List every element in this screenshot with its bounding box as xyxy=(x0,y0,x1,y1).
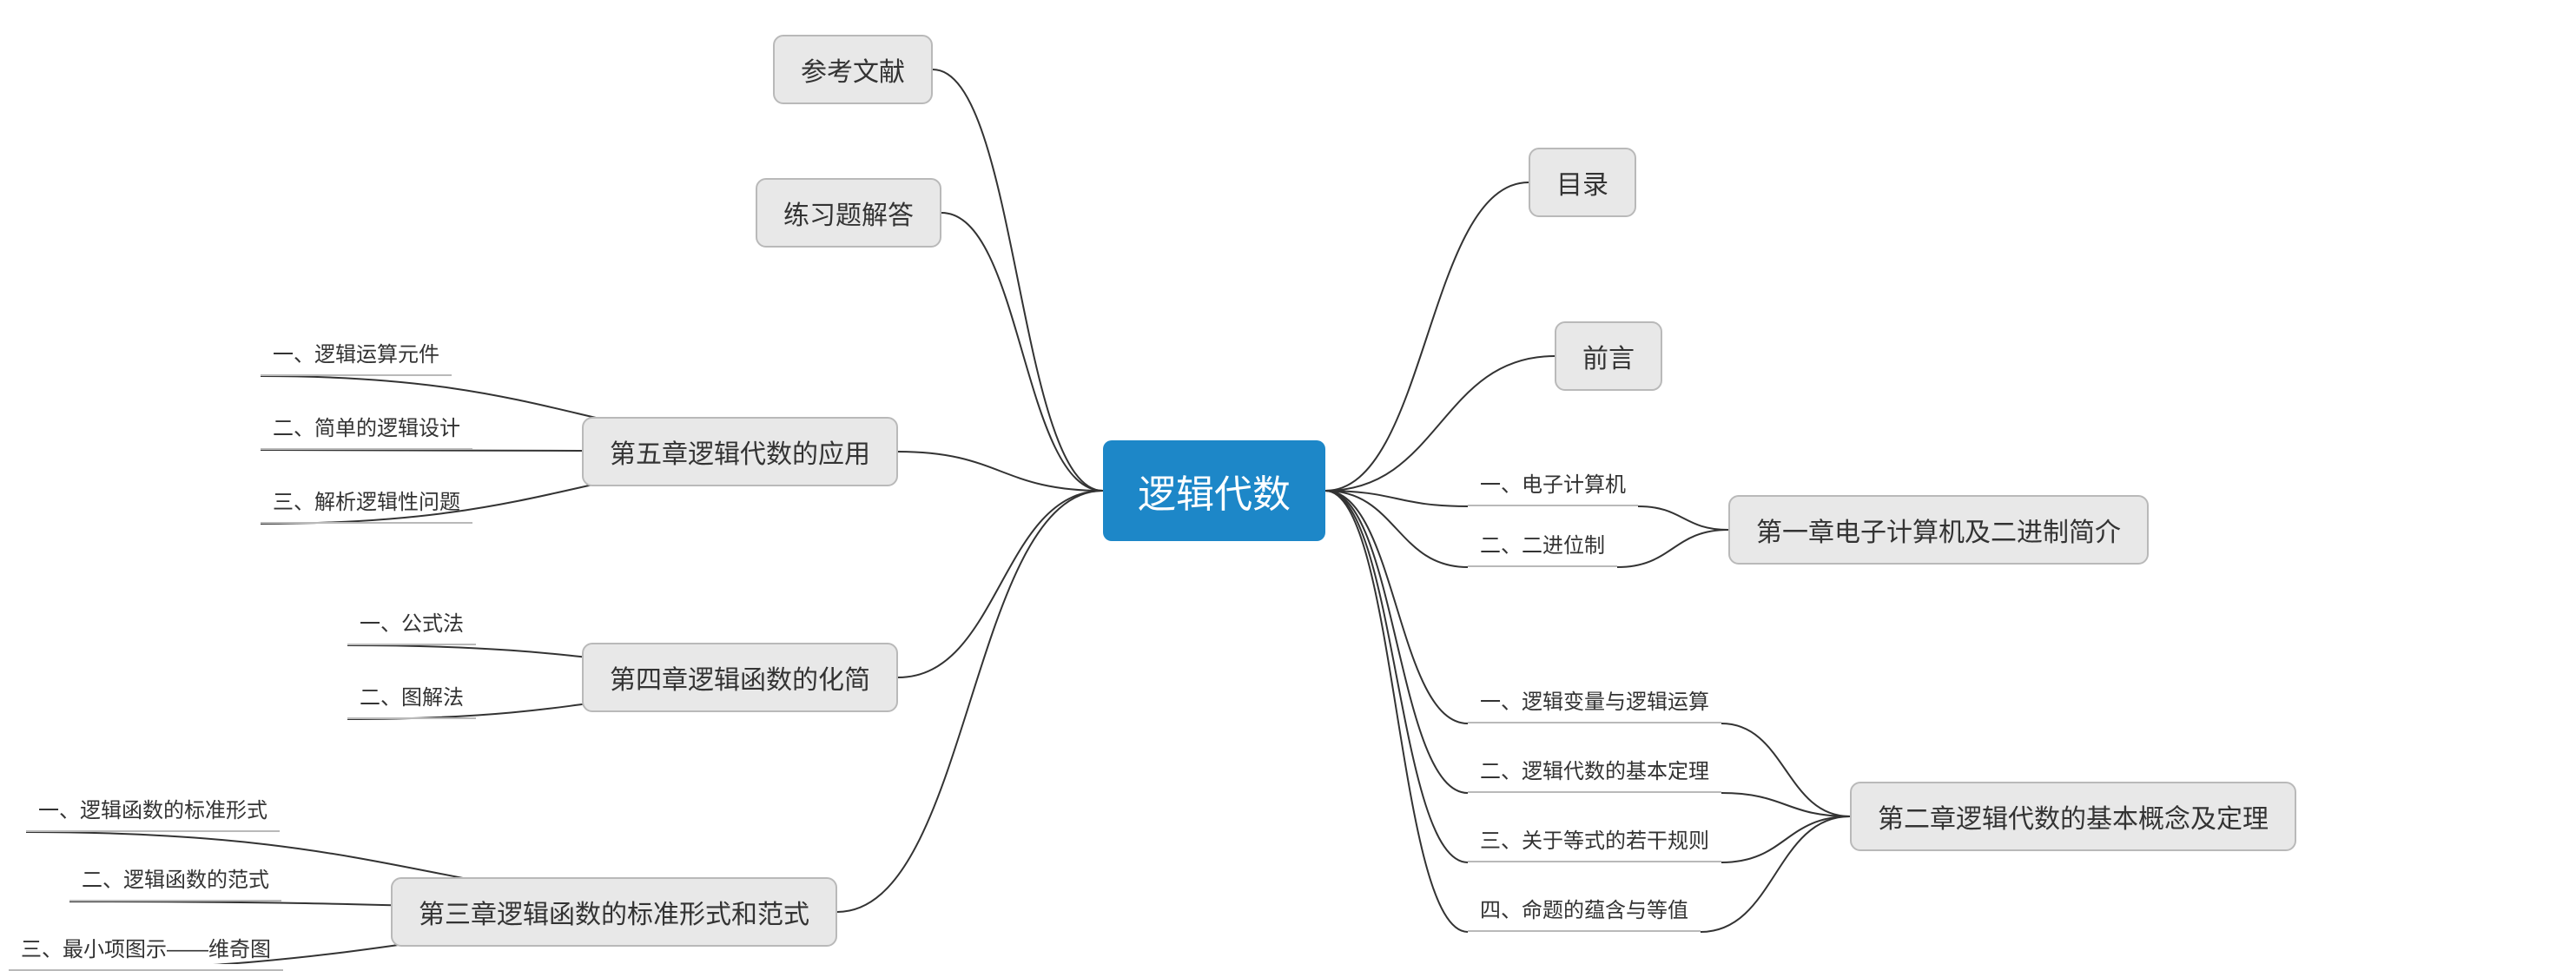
chapter-toc: 目录 xyxy=(1529,148,1636,217)
leaf-ch5-2: 三、解析逻辑性问题 xyxy=(261,478,472,524)
chapter-ch1: 第一章电子计算机及二进制简介 xyxy=(1728,495,2149,565)
chapter-ch5: 第五章逻辑代数的应用 xyxy=(582,417,898,486)
chapter-ch3: 第三章逻辑函数的标准形式和范式 xyxy=(391,877,837,947)
leaf-ch2-2: 三、关于等式的若干规则 xyxy=(1468,816,1721,862)
center-node: 逻辑代数 xyxy=(1103,440,1325,541)
chapter-ans: 练习题解答 xyxy=(756,178,941,248)
leaf-ch4-1: 二、图解法 xyxy=(347,673,476,719)
leaf-ch3-2: 三、最小项图示——维奇图 xyxy=(9,925,283,971)
leaf-ch3-1: 二、逻辑函数的范式 xyxy=(69,855,281,902)
chapter-ch4: 第四章逻辑函数的化简 xyxy=(582,643,898,712)
chapter-refs: 参考文献 xyxy=(773,35,933,104)
leaf-ch5-1: 二、简单的逻辑设计 xyxy=(261,404,472,450)
leaf-ch4-0: 一、公式法 xyxy=(347,599,476,645)
chapter-ch2: 第二章逻辑代数的基本概念及定理 xyxy=(1850,782,2296,851)
leaf-ch3-0: 一、逻辑函数的标准形式 xyxy=(26,786,280,832)
chapter-preface: 前言 xyxy=(1555,321,1662,391)
leaf-ch2-0: 一、逻辑变量与逻辑运算 xyxy=(1468,677,1721,723)
leaf-ch1-1: 二、二进位制 xyxy=(1468,521,1617,567)
leaf-ch5-0: 一、逻辑运算元件 xyxy=(261,330,452,376)
leaf-ch2-1: 二、逻辑代数的基本定理 xyxy=(1468,747,1721,793)
leaf-ch2-3: 四、命题的蕴含与等值 xyxy=(1468,886,1701,932)
leaf-ch1-0: 一、电子计算机 xyxy=(1468,460,1638,506)
